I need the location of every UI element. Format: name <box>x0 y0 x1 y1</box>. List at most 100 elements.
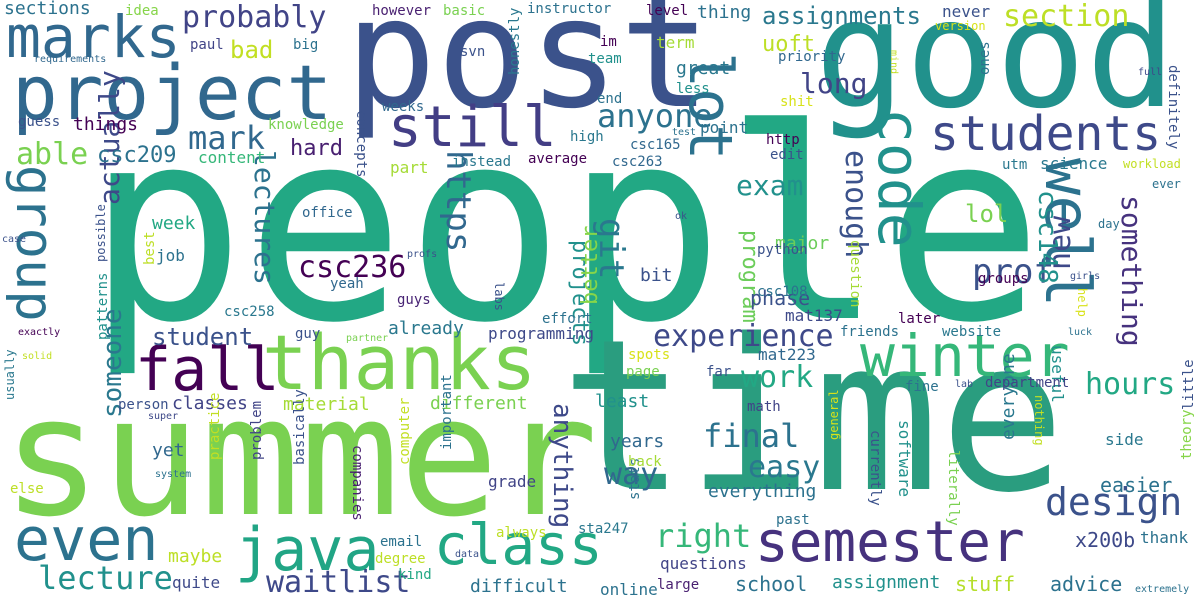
word-point: point <box>700 118 749 137</box>
word-waitlist: waitlist <box>266 565 411 600</box>
word-content: content <box>198 148 266 167</box>
word-past: past <box>776 512 810 528</box>
word-shit: shit <box>780 94 814 110</box>
word-large: large <box>657 577 700 593</box>
word-website: website <box>942 324 1002 340</box>
word-definitely: definitely <box>1165 65 1181 150</box>
word-else: else <box>10 481 44 497</box>
word-hours: hours <box>1085 367 1176 402</box>
word-concepts: concepts <box>353 110 369 178</box>
word-final: final <box>703 417 800 455</box>
word-guy: guy <box>295 326 321 342</box>
word-week: week <box>152 213 196 234</box>
word-major: major <box>775 233 830 254</box>
word-data: data <box>455 549 480 560</box>
word-sections: sections <box>4 0 91 19</box>
word-lol: lol <box>965 200 1009 228</box>
word-end: end <box>597 91 623 107</box>
word-material: material <box>283 394 370 415</box>
word-friends: friends <box>840 324 900 340</box>
word-grade: grade <box>488 472 537 491</box>
word-long: long <box>800 67 868 100</box>
word-nothing: nothing <box>1032 395 1046 446</box>
word-actually: actually <box>93 70 126 205</box>
word-anything: anything <box>547 403 577 529</box>
word-high: high <box>570 129 604 145</box>
word-questions: questions <box>660 554 747 573</box>
word-assignments: assignments <box>762 2 921 30</box>
word-probably: probably <box>182 0 327 35</box>
word-phase: phase <box>750 286 811 310</box>
word-exam: exam <box>736 169 804 202</box>
word-help: help <box>1075 288 1089 317</box>
word-im: im <box>600 34 617 50</box>
word-team: team <box>588 51 622 67</box>
word-ever: ever <box>1152 177 1181 191</box>
word-lectures: lectures <box>248 150 281 285</box>
word-girls: girls <box>1070 271 1101 282</box>
word-design: design <box>1045 480 1183 524</box>
word-solid: solid <box>22 351 53 362</box>
word-patterns: patterns <box>95 272 111 340</box>
word-difficult: difficult <box>470 576 568 597</box>
word-system: system <box>155 469 192 480</box>
word-little: little <box>1181 359 1197 410</box>
word-guys: guys <box>397 292 431 308</box>
word-project: project <box>12 48 333 137</box>
word-practice: practice <box>207 392 223 460</box>
word-things: things <box>73 114 139 135</box>
word-mat223: mat223 <box>758 345 816 364</box>
word-paul: paul <box>190 37 224 53</box>
word-far: far <box>706 364 732 380</box>
word-least: least <box>595 391 650 412</box>
word-office: office <box>302 205 353 221</box>
word-currently: currently <box>867 430 883 506</box>
word-http: http <box>766 132 800 148</box>
word-good: good <box>815 0 1177 142</box>
word-level: level <box>646 3 689 19</box>
word-degree: degree <box>375 551 426 567</box>
word-yet: yet <box>152 440 185 461</box>
word-idea: idea <box>125 3 159 19</box>
word-later: later <box>898 311 941 327</box>
word-instructor: instructor <box>527 1 612 17</box>
word-students: students <box>930 106 1162 162</box>
word-advice: advice <box>1050 572 1123 596</box>
word-test: test <box>672 127 697 138</box>
word-already: already <box>388 318 464 339</box>
word-general: general <box>827 389 841 440</box>
word-software: software <box>895 420 914 498</box>
word-post: post <box>345 0 712 142</box>
word-department: department <box>985 375 1070 391</box>
word-assignment: assignment <box>832 572 941 593</box>
word-x200b: x200b <box>1075 528 1136 552</box>
word-basic: basic <box>443 3 486 19</box>
word-back: back <box>628 454 662 470</box>
word-still: still <box>388 95 557 160</box>
word-code: code <box>865 108 933 248</box>
word-semester: semester <box>755 510 1025 575</box>
word-thank: thank <box>1140 528 1189 547</box>
word-everyone: everyone <box>998 353 1019 440</box>
word-groups: groups <box>978 271 1029 287</box>
word-case: case <box>2 234 27 245</box>
word-average: average <box>528 151 588 167</box>
word-experience: experience <box>653 319 834 354</box>
word-possible: possible <box>94 204 108 262</box>
word-people: people <box>86 73 1044 381</box>
word-yeah: yeah <box>330 276 364 292</box>
word-mat137: mat137 <box>785 306 843 325</box>
word-day: day <box>1098 217 1120 231</box>
word-term: term <box>656 33 695 52</box>
word-basically: basically <box>292 389 308 465</box>
word-knowledge: knowledge <box>268 117 344 133</box>
word-csc148: csc148 <box>1032 190 1062 284</box>
word-section: section <box>1003 0 1130 34</box>
word-however: however <box>372 3 432 19</box>
word-exactly: exactly <box>18 327 61 338</box>
word-something: something <box>1115 195 1148 347</box>
word-fine: fine <box>905 379 939 395</box>
word-csc258: csc258 <box>224 304 275 320</box>
word-partner: partner <box>346 333 389 344</box>
